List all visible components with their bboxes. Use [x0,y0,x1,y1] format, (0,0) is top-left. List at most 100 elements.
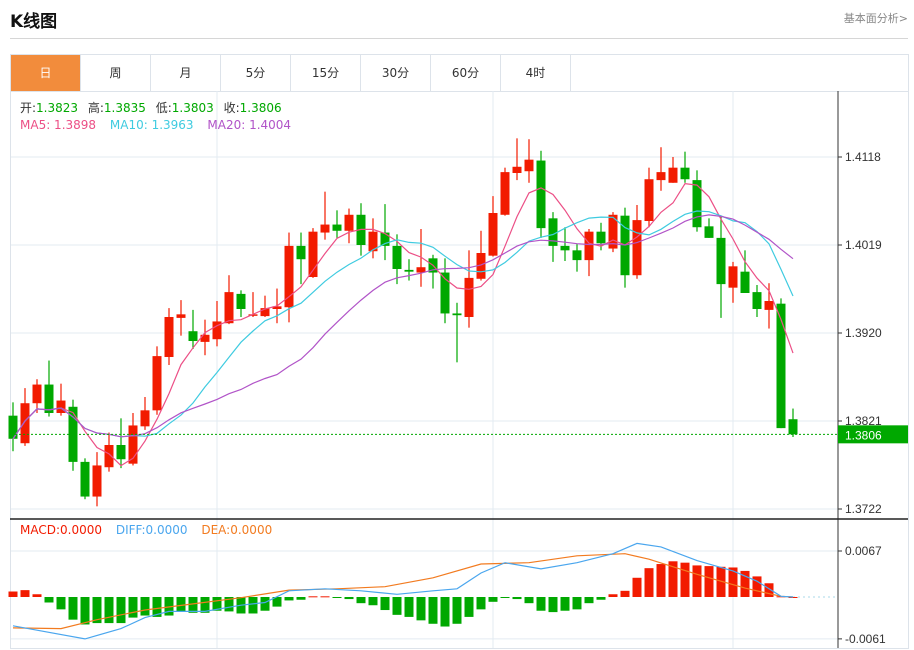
diff-line [12,542,794,640]
candle [8,402,18,452]
ma-readout: MA5: 1.3898 MA10: 1.3963 MA20: 1.4004 [20,118,297,132]
candle-body [176,314,186,318]
macd-bar [656,564,666,597]
candle [104,432,114,472]
candle-body [764,301,774,310]
tab-5min[interactable]: 5分 [221,55,291,91]
fundamental-analysis-link[interactable]: 基本面分析> [843,12,908,25]
tab-day[interactable]: 日 [11,55,81,91]
candle [164,308,174,365]
candle-body [20,403,30,444]
candle [368,218,378,259]
candle [92,452,102,507]
macd-bar [488,597,498,602]
macd-bar [404,597,414,617]
candle [560,227,570,261]
macd-bar [536,597,546,611]
candle-body [272,306,282,309]
macd-bar [248,597,258,614]
candle [728,261,738,303]
tab-15min[interactable]: 15分 [291,55,361,91]
candle [68,399,78,471]
candle [608,212,618,253]
macd-bar [56,597,66,610]
macd-bar [284,597,294,601]
candle [284,232,294,323]
candle [140,397,150,430]
candle-body [416,267,426,273]
tab-30min[interactable]: 30分 [361,55,431,91]
macd-bar [764,583,774,597]
macd-tick-label: 0.0067 [845,544,882,558]
candle [632,205,642,279]
macd-bar [668,561,678,597]
candle-body [32,384,42,404]
tab-4hour[interactable]: 4时 [501,55,571,91]
candle-body [548,218,558,246]
macd-bar [368,597,378,606]
macd-bar [608,594,618,597]
close-value: 1.3806 [239,101,282,115]
macd-bar [8,591,18,597]
macd-bar [584,597,594,604]
candle-body [104,445,114,468]
ma10-line [12,210,794,440]
candle-body [644,179,654,221]
macd-bar [704,566,714,597]
candle [236,290,246,317]
macd-bar [680,562,690,597]
candle [428,254,438,289]
macd-bar [428,597,438,624]
macd-bar [176,597,186,612]
tab-month[interactable]: 月 [151,55,221,91]
candle-body [476,253,486,279]
candle-body [152,356,162,411]
candle [380,204,390,261]
candle [476,230,486,281]
candle-body [596,231,606,244]
candle-body [668,167,678,183]
candle [704,218,714,238]
candle [152,346,162,415]
dea-value: DEA:0.0000 [201,523,273,537]
macd-bar [164,597,174,616]
candle [188,309,198,349]
candle-body [608,214,618,249]
candle [716,216,726,318]
candle-body [728,266,738,288]
candle-body [680,167,690,180]
candle-body [80,461,90,497]
macd-bar [68,597,78,620]
macd-bar [452,597,462,624]
tab-week[interactable]: 周 [81,55,151,91]
candle [248,292,258,317]
candle-body [332,224,342,231]
candle-body [464,277,474,317]
macd-bar [620,590,630,597]
candle-body [740,271,750,293]
candle-body [536,160,546,229]
candle-body [380,232,390,246]
tab-60min[interactable]: 60分 [431,55,501,91]
candle [128,413,138,466]
candle [500,167,510,216]
candle [644,167,654,228]
macd-value: MACD:0.0000 [20,523,103,537]
candle-body [296,245,306,260]
macd-bar [512,597,522,600]
candle [572,244,582,272]
high-value: 1.3835 [103,101,146,115]
candle-body [404,269,414,272]
candle [548,212,558,262]
candle-body [188,331,198,341]
y-tick-label: 1.3722 [845,502,882,516]
candle-body [284,245,294,308]
candle-body [572,250,582,261]
macd-bar [500,597,510,598]
macd-bar [560,597,570,611]
macd-bar [152,597,162,617]
macd-bar [632,577,642,597]
open-value: 1.3823 [36,101,79,115]
close-label: 收: [223,101,240,115]
